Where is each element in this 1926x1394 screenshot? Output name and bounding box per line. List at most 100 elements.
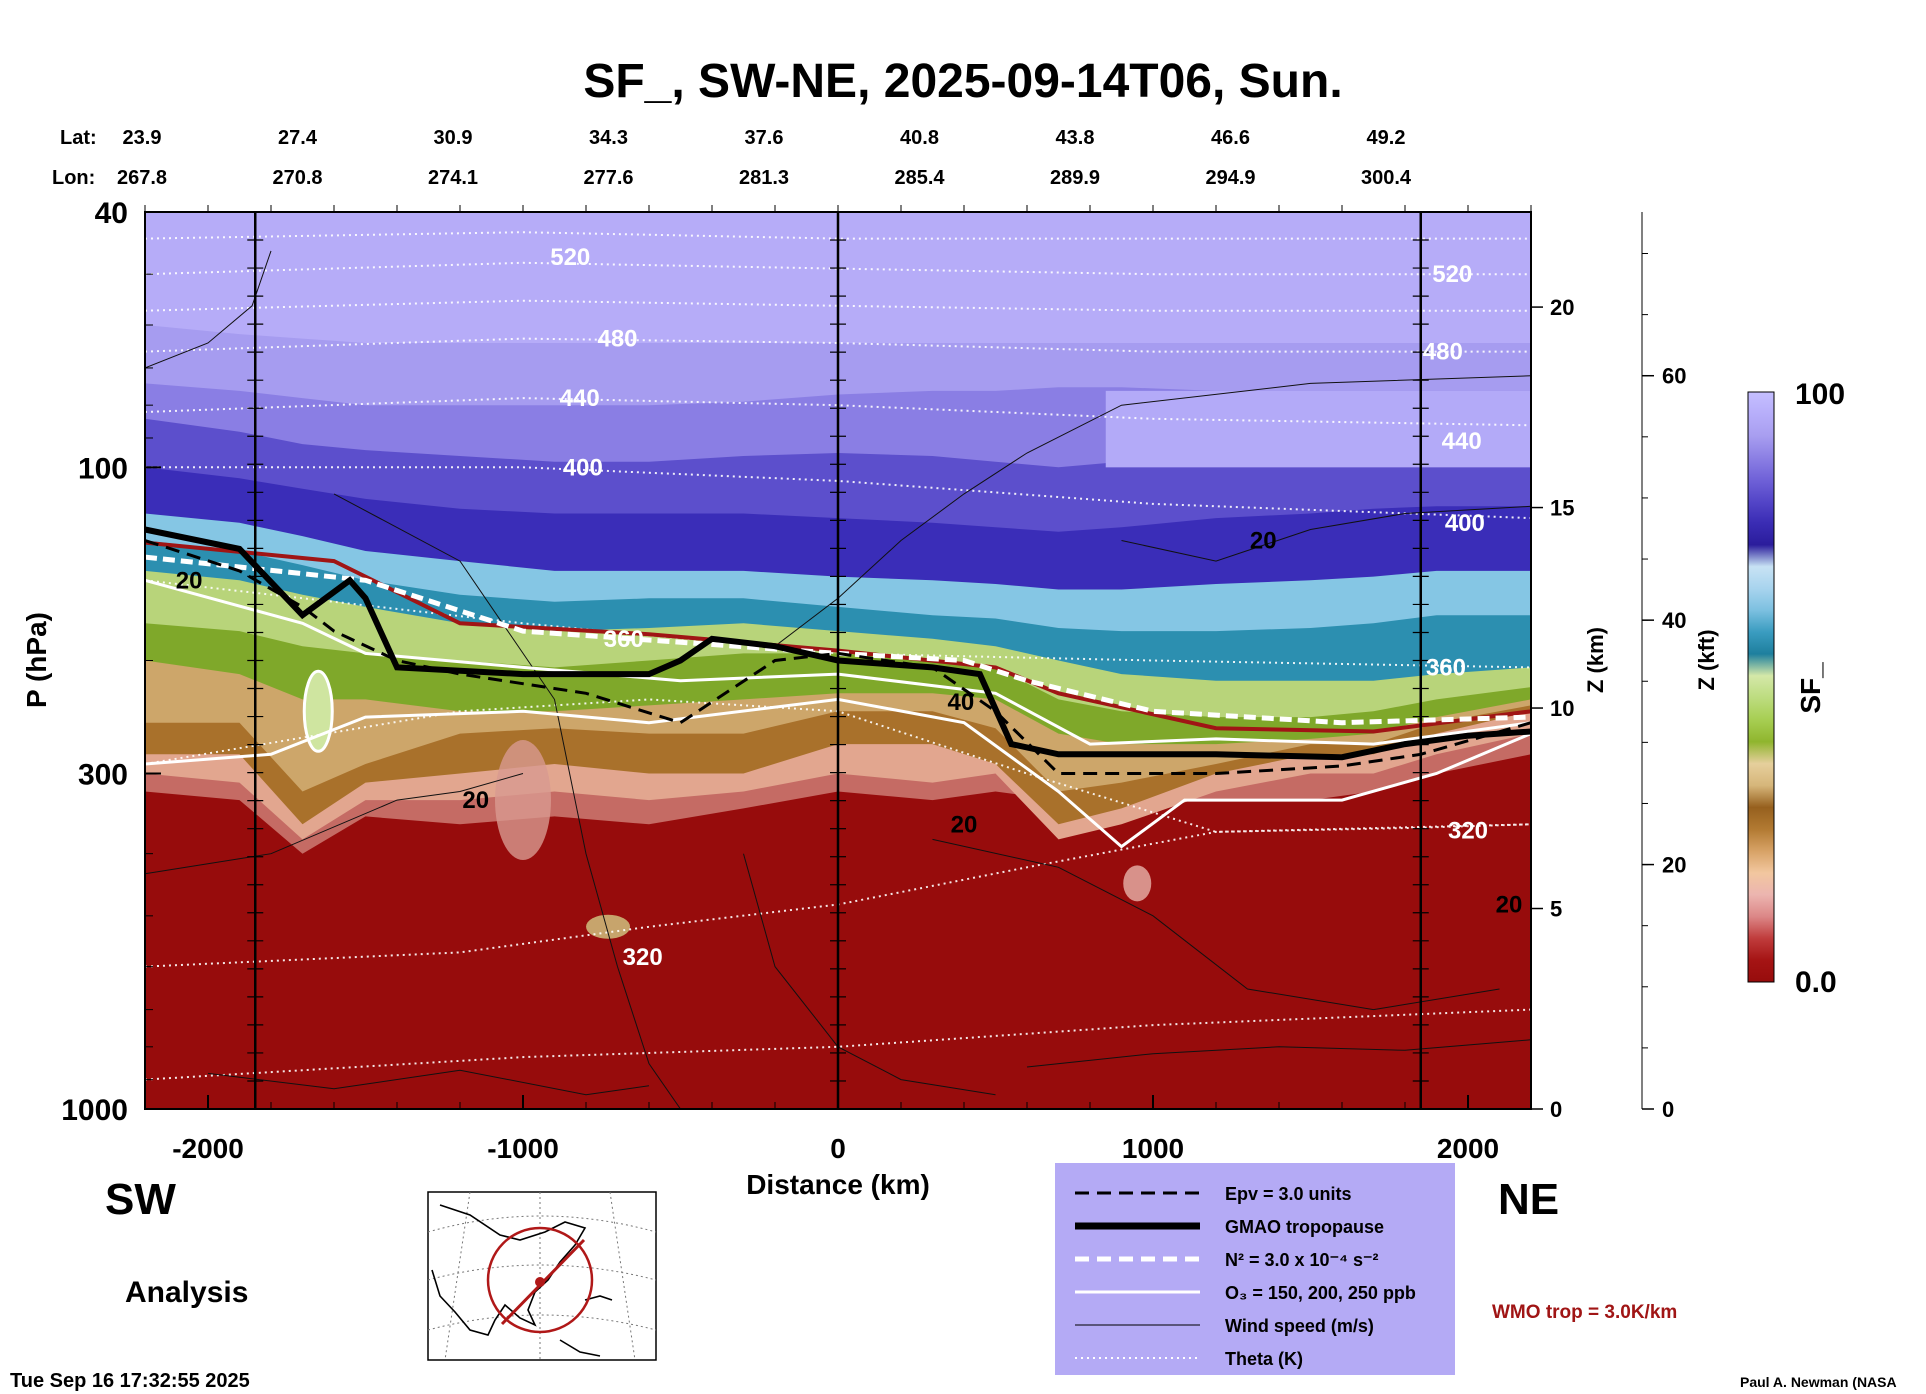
map-range-circle [486, 1226, 594, 1334]
z-km-axis-label: Z (km) [1583, 627, 1608, 693]
z-kft-tick-label: 20 [1662, 853, 1686, 878]
lat-value: 30.9 [434, 127, 473, 149]
sf-field-bands [145, 212, 1531, 854]
lat-value: 43.8 [1056, 127, 1095, 149]
lat-value: 37.6 [745, 127, 784, 149]
theta-label: 440 [1442, 428, 1482, 455]
theta-line [145, 466, 1531, 520]
lon-value: 274.1 [428, 167, 478, 189]
z-km-axis: 0 5 10 15 20 [1530, 212, 1574, 1122]
feature-blob [586, 914, 631, 939]
map-center-marker [535, 1277, 545, 1287]
tropopause-lines [145, 526, 1531, 849]
lon-value: 277.6 [583, 167, 633, 189]
lat-value: 34.3 [589, 127, 628, 149]
legend-label: Epv = 3.0 units [1225, 1184, 1352, 1204]
colorbar-min-label: 0.0 [1795, 966, 1837, 999]
theta-label: 400 [1445, 510, 1485, 537]
wind-label: 20 [1250, 527, 1277, 554]
wind-contour [207, 1069, 650, 1096]
legend: Epv = 3.0 units GMAO tropopause N² = 3.0 x… [1055, 1163, 1455, 1375]
lon-value: 285.4 [894, 167, 945, 189]
theta-line [145, 261, 1531, 276]
theta-label: 320 [623, 944, 663, 971]
colorbar-max-label: 100 [1795, 378, 1845, 411]
chart-title: SF_, SW-NE, 2025-09-14T06, Sun. [583, 55, 1342, 108]
wind-label: 20 [176, 567, 203, 594]
feature-pink [1123, 865, 1152, 902]
wind-label: 20 [462, 787, 489, 814]
feature-loop [302, 669, 334, 753]
wind-contour [145, 250, 272, 369]
z-kft-tick-label: 0 [1662, 1097, 1674, 1122]
lon-value: 289.9 [1050, 167, 1100, 189]
wind-label: 40 [947, 689, 974, 716]
theta-label: 480 [1423, 339, 1463, 366]
z-km-tick-label: 15 [1550, 496, 1574, 521]
analysis-label: Analysis [125, 1276, 248, 1309]
y-axis: 40 100 300 1000 [61, 197, 161, 1127]
theta-line [145, 397, 1531, 427]
wind-contour [1026, 1039, 1531, 1068]
gmao-tropopause-line [145, 526, 1531, 761]
z-km-tick-label: 20 [1550, 295, 1574, 320]
wind-contour [1121, 505, 1531, 562]
ne-label: NE [1498, 1175, 1559, 1224]
lat-lon-values: 23.9 267.8 27.4 270.8 30.9 274.1 34.3 277.6 37.6… [117, 127, 1412, 189]
z-km-tick-label: 0 [1550, 1097, 1562, 1122]
legend-label: GMAO tropopause [1225, 1217, 1384, 1237]
x-axis: -2000 -1000 0 1000 2000 [144, 205, 1532, 1164]
x-tick-label: 1000 [1122, 1133, 1184, 1164]
sw-label: SW [105, 1175, 176, 1224]
y-tick-label: 100 [78, 452, 128, 485]
x-tick-label: -2000 [172, 1133, 244, 1164]
lon-value: 294.9 [1205, 167, 1255, 189]
colorbar [1747, 391, 1775, 983]
lon-value: 267.8 [117, 167, 167, 189]
theta-line [145, 231, 1531, 240]
z-kft-axis-label: Z (kft) [1694, 629, 1719, 690]
y-axis-label: P (hPa) [21, 612, 52, 708]
theta-label: 320 [1448, 817, 1488, 844]
theta-label: 360 [604, 626, 644, 653]
y-tick-label: 40 [95, 197, 128, 230]
map-frame [427, 1191, 657, 1361]
credit: Paul A. Newman (NASA [1740, 1374, 1897, 1390]
lon-label: Lon: [52, 167, 95, 189]
lat-value: 27.4 [278, 127, 318, 149]
theta-label: 520 [550, 244, 590, 271]
wmo-trop-label: WMO trop = 3.0K/km [1492, 1302, 1677, 1323]
wind-label: 20 [1496, 891, 1523, 918]
theta-label: 520 [1432, 261, 1472, 288]
ozone-line-lower [145, 697, 1531, 849]
wind-contour [145, 773, 524, 875]
y-tick-label: 1000 [61, 1094, 128, 1127]
n2-line [145, 554, 1531, 726]
z-kft-tick-label: 60 [1662, 364, 1686, 389]
x-tick-label: 2000 [1437, 1133, 1499, 1164]
z-kft-tick-label: 40 [1662, 608, 1686, 633]
lat-value: 40.8 [900, 127, 939, 149]
lat-value: 49.2 [1367, 127, 1406, 149]
wind-contour [774, 375, 1531, 647]
wind-speed-contours [145, 250, 1531, 1109]
theta-line [145, 1008, 1531, 1081]
legend-label: O₃ = 150, 200, 250 ppb [1225, 1283, 1416, 1303]
lon-value: 300.4 [1361, 167, 1412, 189]
x-tick-label: -1000 [487, 1133, 559, 1164]
colorbar-ramp [1747, 391, 1775, 983]
z-km-tick-label: 10 [1550, 696, 1574, 721]
theta-label: 360 [1426, 654, 1466, 681]
z-kft-axis: 0 20 40 60 [1641, 212, 1686, 1122]
wind-contour [333, 493, 681, 1109]
legend-items: Epv = 3.0 units GMAO tropopause N² = 3.0 x… [1075, 1184, 1416, 1369]
band-upper-box [1105, 390, 1531, 468]
theta-label: 440 [560, 385, 600, 412]
theta-line [145, 299, 1531, 312]
y-tick-label: 300 [78, 758, 128, 791]
sf-field-features [302, 669, 1152, 939]
wind-contour [932, 838, 1500, 1011]
theta-label: 480 [597, 326, 637, 353]
colorbar-title: SF_ [1795, 662, 1826, 714]
